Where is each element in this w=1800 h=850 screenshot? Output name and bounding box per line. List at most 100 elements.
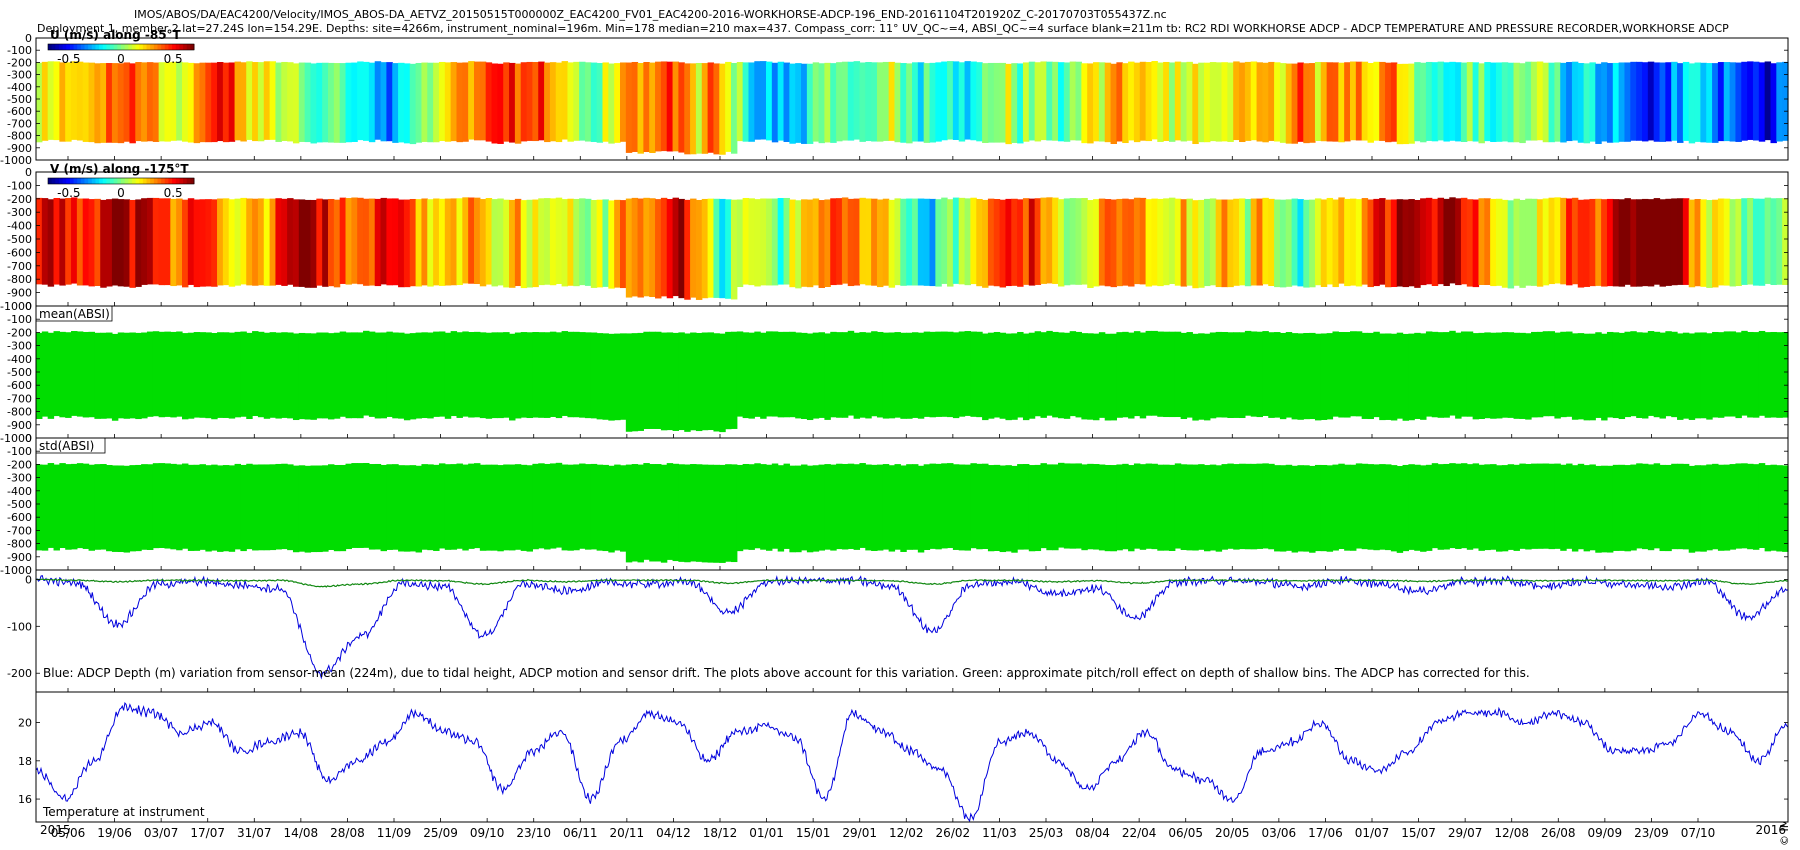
heatmap-cell	[1618, 464, 1626, 551]
heatmap-cell	[876, 199, 884, 288]
heatmap-cell	[257, 331, 265, 418]
heatmap-cell	[152, 62, 160, 142]
heatmap-cell	[1385, 333, 1392, 420]
heatmap-cell	[655, 331, 662, 429]
colorbar-segment	[142, 178, 148, 184]
heatmap-cell	[1279, 63, 1287, 143]
heatmap-cell	[818, 464, 825, 551]
heatmap-cell	[269, 464, 277, 551]
heatmap-cell	[94, 63, 101, 144]
heatmap-cell	[789, 199, 796, 288]
heatmap-cell	[287, 198, 294, 285]
heatmap-cell	[351, 197, 358, 284]
heatmap-cell	[1554, 62, 1561, 142]
heatmap-cell	[1128, 465, 1135, 552]
heatmap-cell	[672, 197, 679, 297]
heatmap-cell	[141, 62, 148, 142]
heatmap-cell	[234, 331, 241, 418]
heatmap-cell	[1536, 61, 1544, 141]
heatmap-cell	[1682, 332, 1690, 419]
heatmap-cell	[929, 331, 936, 418]
heatmap-cell	[806, 199, 814, 288]
colorbar-segment	[124, 178, 129, 184]
heatmap-cell	[141, 198, 148, 285]
heatmap-cell	[222, 465, 230, 552]
heatmap-cell	[906, 63, 913, 144]
heatmap-cell	[614, 464, 621, 551]
heatmap-cell	[532, 463, 539, 550]
heatmap-cell	[1536, 199, 1544, 287]
heatmap-cell	[1128, 332, 1135, 419]
heatmap-cell	[462, 197, 469, 284]
heatmap-cell	[380, 62, 387, 142]
heatmap-cell	[1758, 198, 1766, 286]
heatmap-cell	[1601, 199, 1608, 287]
heatmap-cell	[520, 332, 528, 418]
heatmap-cell	[1338, 62, 1345, 143]
heatmap-cell	[82, 62, 90, 142]
heatmap-cell	[1414, 199, 1421, 288]
heatmap-cell	[1770, 464, 1777, 551]
colorbar-segment	[55, 178, 60, 184]
heatmap-cell	[1186, 198, 1193, 286]
heatmap-cell	[655, 199, 662, 299]
heatmap-cell	[766, 331, 773, 417]
heatmap-cell	[1449, 463, 1456, 549]
heatmap-cell	[164, 62, 171, 142]
heatmap-cell	[1326, 333, 1334, 420]
heatmap-cell	[999, 465, 1007, 553]
heatmap-cell	[801, 464, 808, 551]
heatmap-cell	[1764, 61, 1772, 141]
y-tick-label: -1000	[0, 154, 32, 167]
heatmap-cell	[1700, 465, 1707, 552]
heatmap-cell	[59, 198, 66, 286]
panel-background	[36, 692, 1788, 822]
heatmap-cell	[1741, 463, 1748, 549]
heatmap-cell	[1052, 197, 1059, 284]
heatmap-cell	[1063, 463, 1071, 549]
heatmap-cell	[766, 198, 773, 286]
heatmap-cell	[1735, 62, 1742, 142]
heatmap-cell	[789, 465, 796, 553]
heatmap-cell	[82, 463, 90, 549]
heatmap-cell	[1221, 62, 1228, 142]
heatmap-cell	[193, 464, 201, 551]
heatmap-cell	[275, 62, 282, 142]
heatmap-cell	[117, 332, 125, 419]
heatmap-cell	[1209, 332, 1217, 419]
heatmap-cell	[1449, 330, 1456, 416]
y-tick-label: -200	[7, 193, 32, 206]
heatmap-cell	[1466, 331, 1474, 417]
heatmap-cell	[491, 332, 498, 419]
heatmap-cell	[1425, 331, 1433, 417]
heatmap-cell	[1209, 62, 1217, 142]
heatmap-cell	[1490, 332, 1497, 419]
heatmap-cell	[444, 62, 452, 142]
colorbar-segment	[179, 178, 184, 184]
heatmap-cell	[555, 332, 563, 419]
heatmap-cell	[841, 463, 849, 550]
heatmap-cell	[976, 463, 983, 550]
heatmap-cell	[328, 333, 335, 420]
heatmap-cell	[1647, 331, 1655, 416]
y-tick-label: -500	[7, 366, 32, 379]
x-tick-label: 01/01	[749, 826, 784, 840]
heatmap-cell	[479, 199, 487, 287]
heatmap-cell	[923, 63, 931, 143]
heatmap-cell	[952, 61, 960, 140]
heatmap-cell	[917, 62, 925, 142]
heatmap-cell	[976, 62, 983, 142]
heatmap-cell	[760, 61, 767, 140]
heatmap-cell	[281, 61, 288, 141]
heatmap-cell	[94, 198, 101, 286]
heatmap-cell	[1239, 62, 1246, 143]
heatmap-cell	[941, 197, 948, 284]
heatmap-cell	[316, 465, 323, 553]
heatmap-cell	[1455, 198, 1462, 286]
heatmap-cell	[1460, 331, 1468, 417]
heatmap-cell	[1379, 333, 1386, 421]
colorbar-segment	[157, 44, 162, 50]
heatmap-cell	[1326, 465, 1334, 552]
heatmap-cell	[1472, 333, 1480, 420]
heatmap-cell	[649, 331, 656, 429]
